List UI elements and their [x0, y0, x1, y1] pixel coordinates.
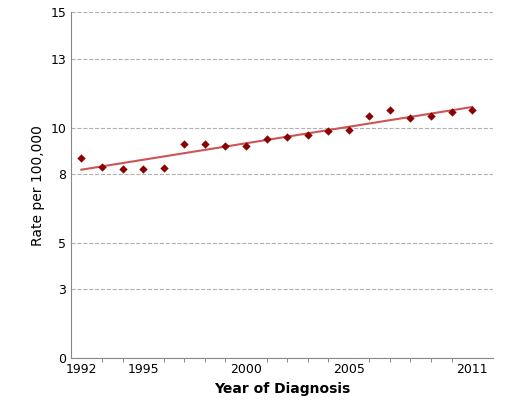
Point	[118, 166, 126, 173]
Point	[242, 143, 250, 150]
Point	[139, 166, 147, 173]
Point	[180, 140, 188, 147]
Point	[304, 131, 312, 138]
Y-axis label: Rate per 100,000: Rate per 100,000	[31, 125, 45, 246]
Point	[427, 113, 435, 119]
X-axis label: Year of Diagnosis: Year of Diagnosis	[214, 382, 350, 396]
Point	[324, 128, 332, 134]
Point	[386, 107, 394, 114]
Point	[98, 164, 106, 170]
Point	[263, 136, 271, 143]
Point	[160, 165, 168, 171]
Point	[283, 133, 291, 140]
Point	[468, 107, 477, 114]
Point	[77, 154, 85, 161]
Point	[345, 127, 353, 133]
Point	[406, 115, 415, 122]
Point	[201, 140, 209, 147]
Point	[448, 108, 456, 115]
Point	[365, 113, 373, 119]
Point	[221, 143, 230, 150]
